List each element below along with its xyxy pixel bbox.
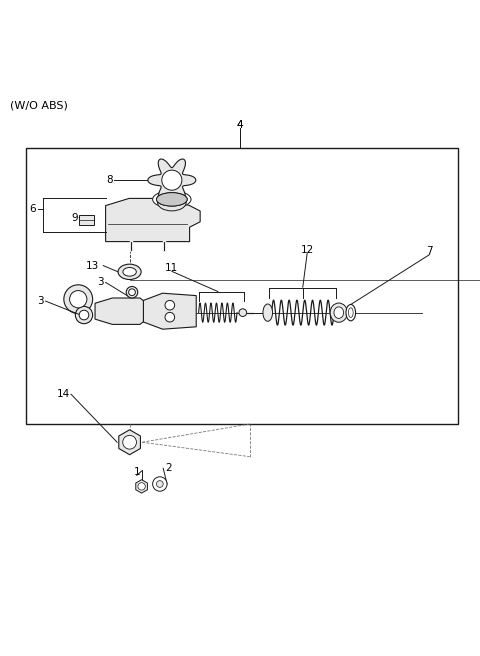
Ellipse shape xyxy=(346,304,356,321)
Text: 12: 12 xyxy=(300,245,314,255)
Ellipse shape xyxy=(156,193,187,206)
Circle shape xyxy=(123,436,136,449)
Circle shape xyxy=(138,483,145,490)
Ellipse shape xyxy=(330,303,348,322)
Text: 9: 9 xyxy=(71,213,78,222)
Circle shape xyxy=(156,481,163,487)
Ellipse shape xyxy=(334,307,344,318)
Text: 7: 7 xyxy=(426,246,433,256)
Polygon shape xyxy=(106,198,200,241)
Circle shape xyxy=(75,306,93,323)
Circle shape xyxy=(126,287,138,298)
Text: 4: 4 xyxy=(237,121,243,131)
Ellipse shape xyxy=(123,268,136,276)
Circle shape xyxy=(165,312,175,322)
Polygon shape xyxy=(136,480,147,493)
Text: 3: 3 xyxy=(97,277,104,287)
Bar xyxy=(26,148,458,424)
Circle shape xyxy=(165,300,175,310)
Ellipse shape xyxy=(348,308,353,318)
Circle shape xyxy=(129,289,135,296)
Text: 8: 8 xyxy=(106,175,113,185)
Ellipse shape xyxy=(157,194,186,211)
Text: 2: 2 xyxy=(166,463,172,473)
Text: 1: 1 xyxy=(133,467,140,477)
Circle shape xyxy=(239,309,247,316)
Circle shape xyxy=(153,477,167,491)
Text: 6: 6 xyxy=(29,204,36,214)
Polygon shape xyxy=(119,430,141,455)
Polygon shape xyxy=(144,293,196,329)
Text: 13: 13 xyxy=(85,260,99,270)
Text: 14: 14 xyxy=(57,389,71,400)
Text: 3: 3 xyxy=(37,296,44,306)
Text: (W/O ABS): (W/O ABS) xyxy=(10,100,68,110)
Ellipse shape xyxy=(156,193,187,206)
Polygon shape xyxy=(95,298,147,325)
Circle shape xyxy=(79,310,89,320)
Ellipse shape xyxy=(153,191,191,208)
Ellipse shape xyxy=(118,264,141,279)
Text: 4: 4 xyxy=(237,121,243,131)
Circle shape xyxy=(162,170,182,190)
Circle shape xyxy=(64,285,93,314)
Ellipse shape xyxy=(263,304,273,321)
Circle shape xyxy=(70,291,87,308)
Polygon shape xyxy=(148,159,196,201)
Bar xyxy=(79,215,94,226)
Text: 11: 11 xyxy=(165,263,179,273)
